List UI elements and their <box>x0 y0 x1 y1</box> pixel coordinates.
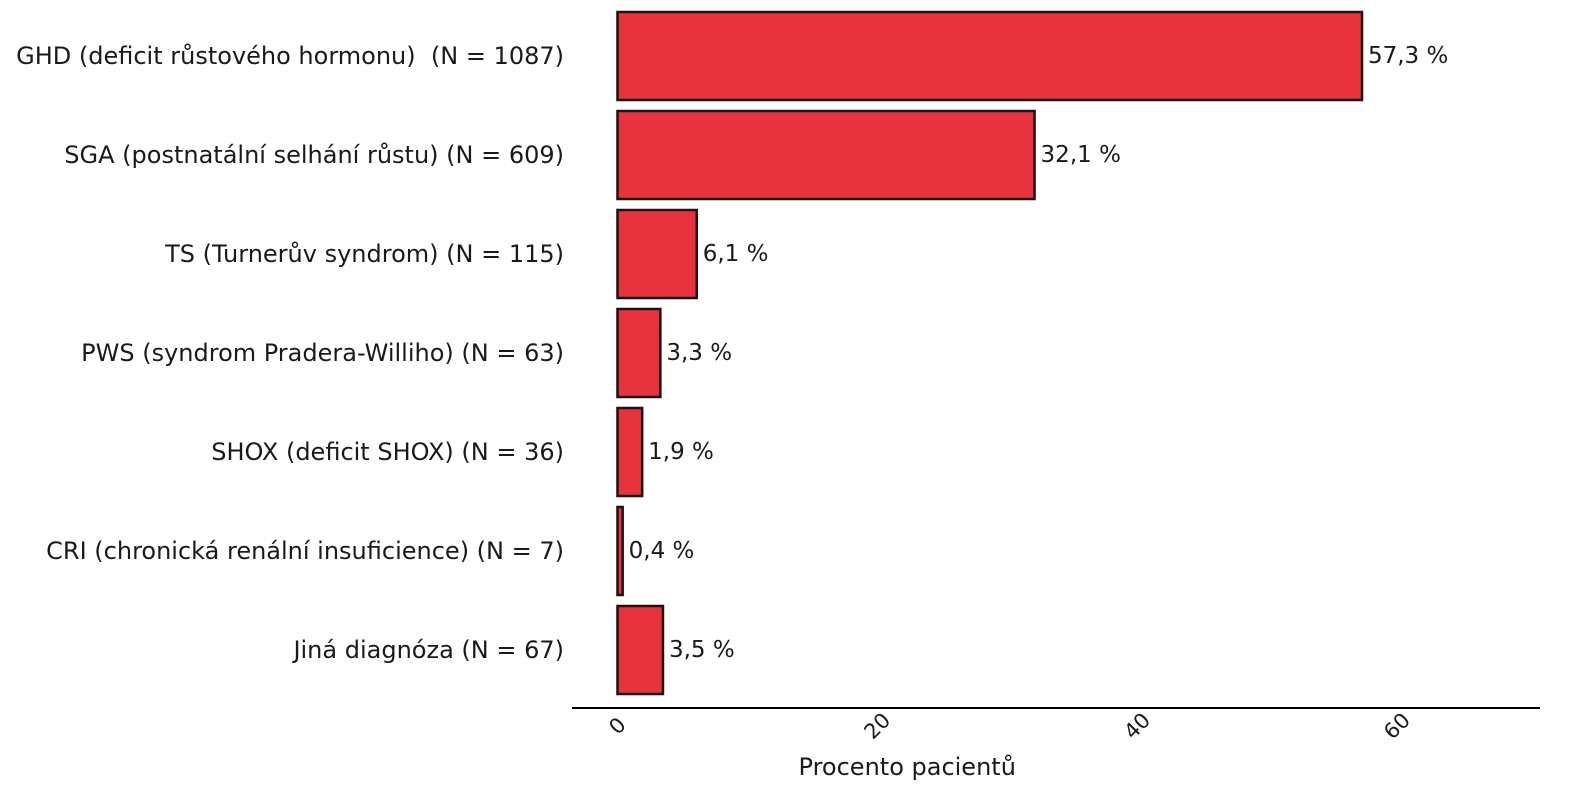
x-tick-label-0: 0 <box>604 713 630 739</box>
bar-4 <box>616 406 644 498</box>
category-label-5: CRI (chronická renální insuficience) (N … <box>46 537 564 565</box>
x-axis-ticks-group: 0 20 40 60 <box>604 708 1415 744</box>
value-label-1: 32,1 % <box>1041 142 1121 168</box>
category-label-4: SHOX (deficit SHOX) (N = 36) <box>211 438 564 466</box>
x-tick-label-2: 40 <box>1119 708 1155 744</box>
bar-2 <box>616 208 698 300</box>
category-label-1: SGA (postnatální selhání růstu) (N = 609… <box>64 141 564 169</box>
value-label-0: 57,3 % <box>1368 43 1448 69</box>
category-label-2: TS (Turnerův syndrom) (N = 115) <box>164 240 564 268</box>
value-label-4: 1,9 % <box>648 439 714 465</box>
x-axis-title: Procento pacientů <box>799 753 1016 781</box>
value-label-5: 0,4 % <box>629 538 695 564</box>
value-labels-group: 57,3 % 32,1 % 6,1 % 3,3 % 1,9 % 0,4 % 3,5 % <box>629 43 1449 663</box>
bar-1 <box>616 109 1036 201</box>
bar-3 <box>616 307 662 399</box>
category-labels-group: GHD (deficit růstového hormonu) (N = 108… <box>16 42 564 664</box>
category-label-3: PWS (syndrom Pradera-Williho) (N = 63) <box>81 339 564 367</box>
bar-6 <box>616 604 665 696</box>
value-label-3: 3,3 % <box>666 340 732 366</box>
bar-0 <box>616 10 1364 102</box>
bar-5 <box>616 505 624 597</box>
x-tick-label-1: 20 <box>859 708 895 744</box>
value-label-2: 6,1 % <box>703 241 769 267</box>
x-tick-label-3: 60 <box>1379 708 1415 744</box>
category-label-0: GHD (deficit růstového hormonu) (N = 108… <box>16 42 564 70</box>
value-label-6: 3,5 % <box>669 637 735 663</box>
category-label-6: Jiná diagnóza (N = 67) <box>291 636 564 664</box>
bars-group <box>616 10 1364 696</box>
